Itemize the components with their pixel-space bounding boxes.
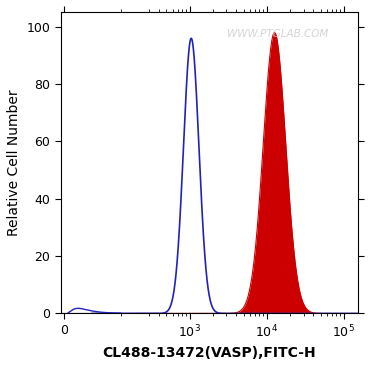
- Y-axis label: Relative Cell Number: Relative Cell Number: [7, 90, 21, 236]
- Text: WWW.PTGLAB.COM: WWW.PTGLAB.COM: [227, 29, 328, 39]
- X-axis label: CL488-13472(VASP),FITC-H: CL488-13472(VASP),FITC-H: [102, 346, 316, 360]
